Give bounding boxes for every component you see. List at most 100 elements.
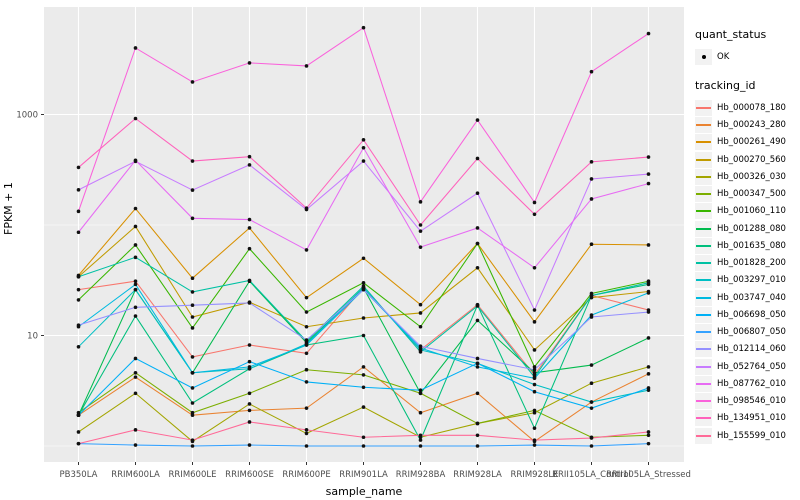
data-point (247, 217, 252, 222)
data-point (190, 290, 195, 294)
line-swatch-icon (696, 106, 711, 109)
data-point (646, 243, 651, 247)
legend-item-label: Hb_000261_490 (717, 137, 786, 148)
data-point (133, 158, 138, 163)
legend-item-Hb_001828_200: Hb_001828_200 (695, 255, 799, 272)
data-point (532, 265, 537, 270)
data-point (475, 444, 480, 448)
data-point (532, 438, 537, 442)
data-point (475, 433, 480, 438)
data-point (475, 365, 480, 369)
data-point (532, 308, 537, 312)
legend-item-label: Hb_006698_050 (717, 309, 786, 320)
x-tick-label: PB350LA (60, 470, 98, 480)
line-swatch-icon (696, 227, 711, 230)
data-point (76, 287, 81, 292)
data-point (361, 287, 366, 292)
data-point (361, 365, 366, 369)
legend-item-Hb_000078_180: Hb_000078_180 (695, 99, 799, 116)
data-point (133, 287, 138, 292)
data-point (133, 375, 138, 379)
data-point (532, 320, 537, 324)
line-swatch-icon (696, 348, 711, 351)
legend-item-label: Hb_098546_010 (717, 396, 786, 407)
data-point (247, 226, 252, 230)
data-point (532, 408, 537, 413)
line-swatch-icon (696, 158, 711, 161)
data-point (247, 246, 252, 251)
data-point (190, 410, 195, 415)
data-point (304, 428, 309, 432)
data-point (589, 242, 594, 247)
data-point (190, 315, 195, 319)
legend-item-label: Hb_001828_200 (717, 258, 786, 269)
y-tick-label: 10 (27, 332, 38, 342)
legend-item-label: Hb_003297_010 (717, 275, 786, 286)
data-point (76, 323, 81, 327)
x-tick-label: RRIM600PE (282, 470, 330, 480)
data-point (304, 351, 309, 356)
data-point (304, 295, 309, 300)
legend-item-Hb_012114_060: Hb_012114_060 (695, 341, 799, 358)
data-point (646, 291, 651, 295)
data-point (532, 367, 537, 372)
data-point (76, 345, 81, 349)
data-point (532, 365, 537, 369)
legend-key-box (695, 134, 712, 151)
data-point (361, 145, 366, 150)
legend-item-label: Hb_000347_500 (717, 189, 786, 200)
data-point (76, 441, 81, 446)
data-point (361, 138, 366, 142)
line-swatch-icon (696, 365, 711, 368)
legend-item-Hb_000261_490: Hb_000261_490 (695, 134, 799, 151)
legend-item-Hb_001288_080: Hb_001288_080 (695, 220, 799, 237)
data-point (475, 265, 480, 270)
legend-key-box (695, 341, 712, 358)
legend-key-box (695, 99, 712, 116)
legend-key-box (695, 289, 712, 306)
data-point (475, 226, 480, 230)
legend-item-label: Hb_001288_080 (717, 223, 786, 234)
data-point (475, 421, 480, 426)
data-point (304, 248, 309, 252)
line-swatch-icon (696, 244, 711, 247)
data-point (475, 304, 480, 308)
data-point (247, 163, 252, 167)
data-point (133, 206, 138, 211)
legend-item-label: Hb_000078_180 (717, 102, 786, 113)
data-point (361, 444, 366, 448)
line-swatch-icon (696, 296, 711, 299)
data-point (418, 245, 423, 249)
data-point (361, 385, 366, 390)
data-point (304, 64, 309, 68)
point-icon (701, 54, 706, 59)
legend-item-label: OK (717, 51, 730, 62)
legend-item-Hb_087762_010: Hb_087762_010 (695, 375, 799, 392)
data-point (475, 318, 480, 323)
data-point (304, 324, 309, 329)
data-point (589, 400, 594, 404)
legend-item-Hb_003297_010: Hb_003297_010 (695, 272, 799, 289)
data-point (475, 241, 480, 246)
data-point (190, 326, 195, 330)
line-swatch-icon (696, 400, 711, 403)
data-point (190, 188, 195, 192)
legend-key-box (695, 237, 712, 254)
data-point (418, 438, 423, 442)
x-tick-label: RRIM600LE (169, 470, 217, 480)
data-point (589, 293, 594, 298)
data-point (304, 367, 309, 372)
legend-key-box (695, 255, 712, 272)
data-point (247, 391, 252, 396)
data-point (190, 401, 195, 405)
data-point (646, 181, 651, 186)
data-point (532, 348, 537, 352)
legend-item-label: Hb_000326_030 (717, 171, 786, 182)
legend-key-box (695, 220, 712, 237)
data-point (418, 229, 423, 233)
data-point (190, 216, 195, 221)
data-point (418, 388, 423, 392)
data-point (76, 230, 81, 235)
legend-item-Hb_001635_080: Hb_001635_080 (695, 237, 799, 254)
data-point (475, 361, 480, 366)
